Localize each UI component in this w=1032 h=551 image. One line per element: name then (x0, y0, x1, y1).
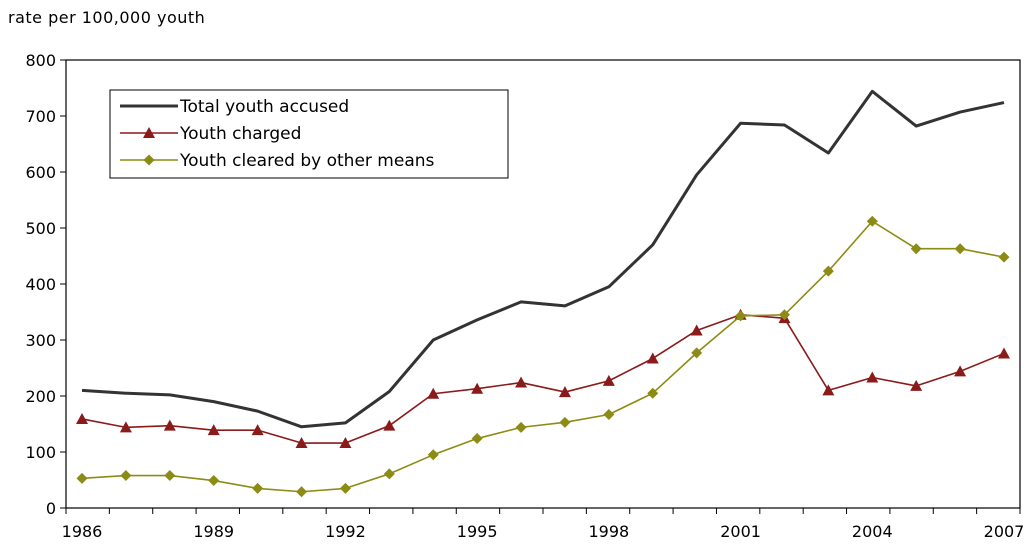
triangle-marker (822, 384, 835, 396)
x-tick-label: 2004 (852, 522, 893, 541)
y-tick-label: 200 (25, 387, 56, 406)
y-tick-label: 700 (25, 107, 56, 126)
legend-label: Total youth accused (179, 97, 349, 117)
x-tick-label: 1986 (62, 522, 103, 541)
diamond-marker (735, 310, 747, 322)
diamond-marker (296, 486, 308, 498)
diamond-marker (208, 475, 220, 487)
diamond-marker (822, 265, 834, 277)
series-line (81, 89, 1005, 429)
diamond-marker (383, 468, 395, 480)
diamond-marker (339, 482, 351, 494)
series-layer (76, 89, 1010, 498)
diamond-marker (515, 421, 527, 433)
diamond-marker (866, 215, 878, 227)
triangle-marker (471, 382, 484, 394)
diamond-marker (910, 243, 922, 255)
diamond-marker (778, 309, 790, 321)
series-youth-charged (76, 308, 1010, 449)
series-line (81, 220, 1005, 493)
series-line (81, 313, 1005, 444)
triangle-marker (251, 424, 264, 436)
y-tick-label: 400 (25, 275, 56, 294)
x-tick-label: 2001 (720, 522, 761, 541)
diamond-marker (76, 472, 88, 484)
triangle-marker (119, 421, 132, 433)
triangle-marker (602, 374, 615, 386)
legend: Total youth accused Youth charged Youth cl… (109, 89, 509, 179)
y-tick-label: 0 (46, 499, 56, 518)
triangle-marker (163, 419, 176, 431)
axes: 0 100 200 300 400 500 600 700 800 1986 1989 1992 199… (25, 51, 1024, 541)
triangle-marker (558, 386, 571, 398)
legend-label: Youth cleared by other means (179, 151, 435, 171)
diamond-marker (427, 449, 439, 461)
triangle-marker (383, 419, 396, 431)
legend-item: Total youth accused (120, 97, 349, 117)
diamond-marker (954, 243, 966, 255)
y-tick-label: 100 (25, 443, 56, 462)
y-tick-label: 600 (25, 163, 56, 182)
legend-item: Youth cleared by other means (120, 151, 435, 171)
triangle-marker (690, 324, 703, 336)
triangle-marker (866, 371, 879, 383)
y-tick-label: 500 (25, 219, 56, 238)
diamond-marker (120, 470, 132, 482)
diamond-marker (252, 482, 264, 494)
diamond-marker (647, 387, 659, 399)
triangle-marker (998, 347, 1010, 359)
y-axis-title: rate per 100,000 youth (8, 8, 206, 27)
diamond-marker (998, 251, 1010, 263)
triangle-marker (207, 424, 220, 436)
diamond-marker (143, 154, 155, 166)
y-tick-label: 800 (25, 51, 56, 70)
x-tick-label: 1992 (325, 522, 366, 541)
legend-item: Youth charged (120, 124, 301, 144)
x-tick-label: 1995 (457, 522, 498, 541)
diamond-marker (603, 408, 615, 420)
x-tick-label: 1989 (193, 522, 234, 541)
triangle-marker (910, 379, 923, 391)
triangle-marker (295, 437, 308, 449)
x-tick-label: 2007 (984, 522, 1025, 541)
y-tick-label: 300 (25, 331, 56, 350)
triangle-marker (76, 412, 88, 424)
triangle-marker (339, 437, 352, 449)
diamond-marker (691, 347, 703, 359)
series-total-youth-accused (81, 89, 1005, 429)
triangle-marker (954, 365, 967, 377)
diamond-marker (471, 433, 483, 445)
triangle-marker (427, 387, 440, 399)
x-tick-label: 1998 (588, 522, 629, 541)
series-youth-cleared-by-other-means (76, 215, 1010, 498)
triangle-marker (515, 376, 528, 388)
triangle-marker (143, 127, 155, 138)
diamond-marker (164, 470, 176, 482)
triangle-marker (646, 352, 659, 364)
legend-label: Youth charged (179, 124, 301, 144)
diamond-marker (559, 416, 571, 428)
